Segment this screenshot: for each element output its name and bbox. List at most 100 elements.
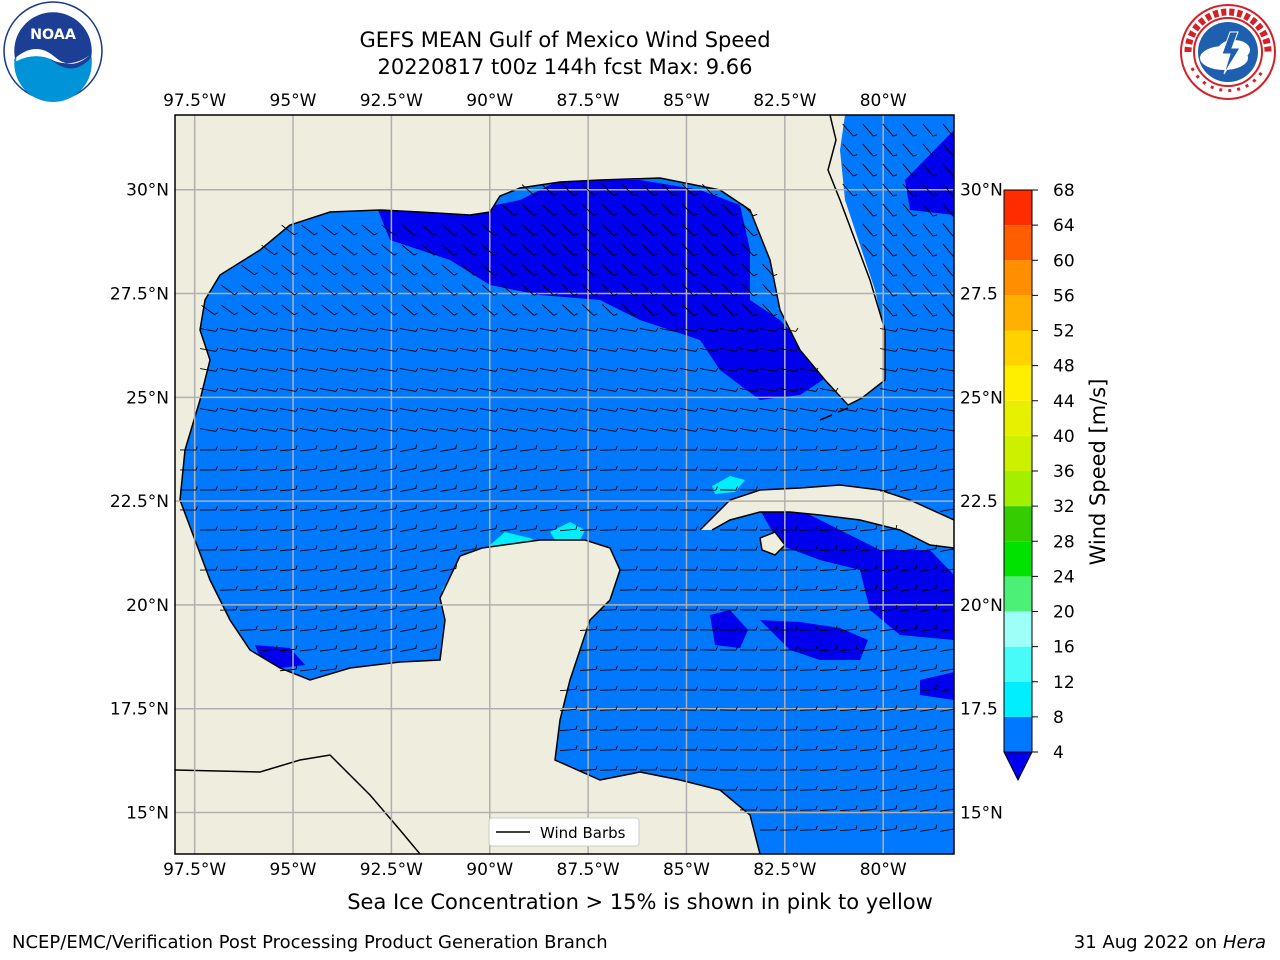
wind-barb bbox=[859, 545, 878, 552]
wind-barb bbox=[920, 724, 938, 732]
wind-barb bbox=[839, 645, 858, 652]
wind-barb bbox=[839, 685, 858, 692]
wind-barb bbox=[920, 464, 938, 472]
wind-barb bbox=[882, 203, 898, 217]
wind-barb bbox=[659, 566, 678, 571]
wind-barb bbox=[922, 283, 938, 297]
wind-barb bbox=[882, 223, 898, 237]
noaa-logo: NOAA bbox=[3, 1, 103, 102]
wind-barb bbox=[501, 264, 518, 276]
wind-barb bbox=[862, 143, 878, 157]
wind-barb bbox=[559, 685, 578, 692]
wind-barb bbox=[481, 284, 498, 296]
wind-barb bbox=[702, 243, 718, 257]
wind-barb bbox=[561, 304, 578, 316]
wind-barb bbox=[940, 708, 954, 712]
wind-barb bbox=[239, 485, 258, 491]
wind-barb bbox=[621, 204, 638, 216]
wind-barb bbox=[461, 304, 478, 316]
wind-barb bbox=[859, 625, 878, 632]
wind-barb bbox=[300, 445, 318, 452]
wind-barb bbox=[719, 706, 738, 711]
wind-barb bbox=[440, 544, 458, 552]
wind-barb bbox=[880, 584, 898, 592]
wind-barb bbox=[719, 466, 738, 471]
wind-barb bbox=[240, 347, 259, 352]
wind-barb bbox=[920, 804, 938, 812]
wind-barb bbox=[799, 785, 818, 791]
wind-barb bbox=[380, 444, 398, 452]
wind-barb bbox=[340, 624, 358, 632]
wind-barb bbox=[401, 304, 418, 316]
wind-barb bbox=[400, 564, 418, 572]
wind-barb bbox=[742, 303, 758, 317]
wind-barb bbox=[880, 444, 898, 452]
wind-barb bbox=[799, 665, 818, 671]
wind-barb bbox=[880, 724, 898, 732]
map-frame bbox=[174, 114, 955, 855]
wind-barb bbox=[862, 163, 878, 177]
wind-barb bbox=[400, 624, 418, 632]
wind-barb bbox=[599, 445, 618, 451]
wind-barb bbox=[579, 485, 598, 491]
wind-barb bbox=[679, 686, 698, 691]
wind-barb bbox=[760, 327, 779, 332]
wind-barb bbox=[481, 304, 498, 316]
wind-barb bbox=[742, 203, 758, 217]
wind-barb bbox=[859, 725, 878, 732]
wind-barb bbox=[521, 244, 538, 256]
wind-barb bbox=[619, 745, 638, 751]
wind-barb bbox=[420, 387, 439, 392]
wind-barb bbox=[619, 665, 638, 671]
wind-barb bbox=[762, 303, 778, 317]
wind-barb bbox=[321, 284, 338, 296]
wind-barb bbox=[560, 387, 579, 392]
wind-barb bbox=[799, 525, 818, 531]
wind-barb bbox=[440, 464, 458, 472]
wind-barb bbox=[900, 684, 918, 692]
wind-barb bbox=[580, 327, 599, 332]
lat-label-right: 27.5 bbox=[960, 285, 998, 305]
wind-barb bbox=[559, 445, 578, 452]
wind-barb bbox=[842, 163, 858, 177]
wind-barb bbox=[320, 464, 338, 472]
wind-barb bbox=[639, 446, 658, 451]
wind-barb bbox=[239, 525, 258, 531]
wind-barb bbox=[300, 585, 318, 592]
wind-barb bbox=[360, 504, 378, 512]
wind-barb bbox=[421, 264, 438, 276]
wind-barb bbox=[200, 347, 219, 352]
wind-barb bbox=[759, 686, 778, 691]
colorbar-tick-label: 20 bbox=[1053, 603, 1075, 623]
wind-barb bbox=[561, 244, 578, 256]
wind-barb bbox=[739, 706, 758, 711]
wind-barb bbox=[441, 284, 458, 296]
wind-barb bbox=[779, 785, 798, 791]
wind-barb bbox=[280, 387, 299, 392]
wind-barb bbox=[719, 766, 738, 771]
wind-barb bbox=[560, 407, 579, 412]
wind-barb bbox=[819, 705, 838, 711]
wind-barb bbox=[720, 367, 739, 372]
wind-barb bbox=[619, 685, 638, 691]
wind-barb bbox=[859, 605, 878, 612]
wind-barb bbox=[659, 726, 678, 731]
wind-barb bbox=[922, 163, 938, 177]
wind-barb bbox=[659, 766, 678, 771]
wind-barb bbox=[520, 444, 538, 452]
wind-barb bbox=[662, 244, 678, 257]
wind-barb bbox=[440, 484, 458, 492]
wind-barb bbox=[759, 446, 778, 451]
wind-barb bbox=[500, 327, 519, 332]
wind-barb bbox=[920, 824, 938, 832]
wind-barb bbox=[940, 728, 954, 732]
wind-barb bbox=[719, 446, 738, 451]
wind-barb bbox=[420, 407, 439, 412]
wind-barb bbox=[420, 604, 438, 612]
wind-barb bbox=[641, 224, 658, 237]
wind-barb bbox=[520, 504, 538, 512]
wind-barb bbox=[599, 705, 618, 711]
wind-barb bbox=[580, 387, 599, 392]
wind-barb bbox=[599, 685, 618, 691]
colorbar-under-arrow bbox=[1003, 751, 1033, 782]
